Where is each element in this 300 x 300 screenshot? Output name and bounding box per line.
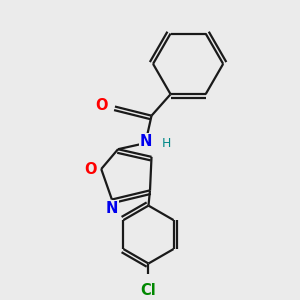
Text: O: O [95, 98, 107, 112]
Text: N: N [106, 201, 118, 216]
Text: N: N [139, 134, 152, 149]
Text: O: O [84, 161, 97, 176]
Text: H: H [162, 136, 172, 150]
Text: Cl: Cl [141, 283, 156, 298]
